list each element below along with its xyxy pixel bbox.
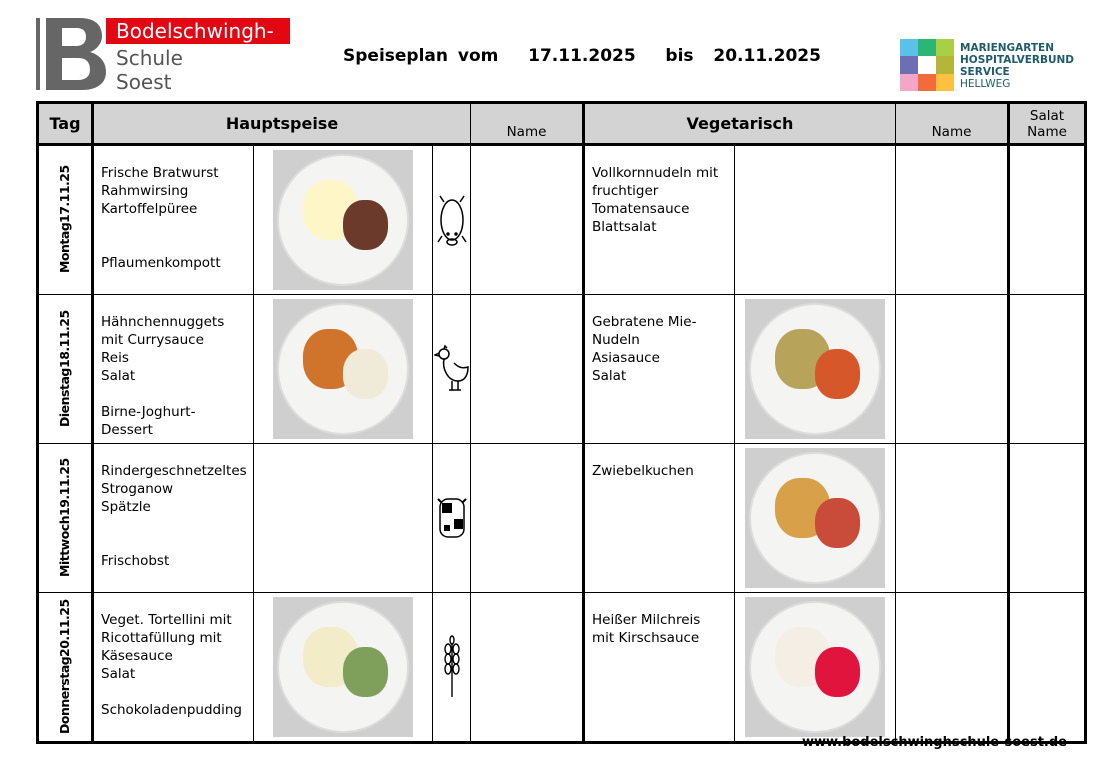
pig-icon <box>433 146 470 293</box>
school-name-line2: Schule <box>116 46 183 70</box>
main-dish-text: Frische Bratwurst Rahmwirsing Kartoffelp… <box>101 165 221 271</box>
day-name: Dienstag <box>57 367 72 427</box>
partner-line: MARIENGARTEN <box>960 42 1055 54</box>
main-dish-text: Veget. Tortellini mit Ricottafüllung mit… <box>101 612 242 718</box>
header-main-name: Name <box>470 101 584 146</box>
food-photo <box>273 597 413 737</box>
day-label: Mittwoch 19.11.25 <box>57 444 72 591</box>
header-veg: Vegetarisch <box>582 101 896 146</box>
partner-logo-text: MARIENGARTEN HOSPITALVERBUND SERVICE HEL… <box>960 42 1074 90</box>
veg-dish-text: Gebratene Mie- Nudeln Asiasauce Salat <box>592 314 697 384</box>
main-name-cell[interactable] <box>470 294 584 444</box>
school-name-line3: Soest <box>116 70 172 94</box>
veg-name-cell[interactable] <box>895 443 1009 593</box>
salad-name-cell[interactable] <box>1007 592 1086 743</box>
header-salad-name: Salat Name <box>1007 101 1086 146</box>
partner-line: HOSPITALVERBUND <box>960 54 1075 66</box>
main-name-cell[interactable] <box>470 443 584 593</box>
veg-dish-text: Vollkornnudeln mit fruchtiger Tomatensau… <box>592 165 719 235</box>
food-photo <box>273 299 413 439</box>
cow-icon <box>433 444 470 591</box>
day-date: 18.11.25 <box>57 310 72 368</box>
food-photo <box>745 448 885 588</box>
food-photo <box>745 597 885 737</box>
main-name-cell[interactable] <box>470 592 584 743</box>
partner-line: HELLWEG <box>960 78 1011 90</box>
day-date: 17.11.25 <box>57 165 72 224</box>
header-tag: Tag <box>37 101 93 146</box>
veg-dish-text: Zwiebelkuchen <box>592 463 694 479</box>
day-row: Mittwoch 19.11.25 Rindergeschnetzeltes St… <box>37 443 1086 593</box>
header-main: Hauptspeise <box>91 101 471 146</box>
page-title: Speiseplan vom 17.11.2025 bis 20.11.2025 <box>343 46 821 66</box>
partner-line: SERVICE <box>960 66 1010 78</box>
food-photo <box>745 299 885 439</box>
day-date: 19.11.25 <box>57 458 72 516</box>
main-dish-text: Hähnchennuggets mit Currysauce Reis Sala… <box>101 314 225 438</box>
wheat-icon <box>433 593 470 740</box>
chicken-icon <box>433 295 470 442</box>
day-row: Montag 17.11.25 Frische Bratwurst Rahmwir… <box>37 144 1086 295</box>
salad-name-cell[interactable] <box>1007 294 1086 444</box>
day-label: Donnerstag 20.11.25 <box>57 593 72 740</box>
day-row: Dienstag 18.11.25 Hähnchennuggets mit Cur… <box>37 294 1086 444</box>
day-name: Montag <box>57 223 72 274</box>
veg-dish-text: Heißer Milchreis mit Kirschsauce <box>592 612 701 646</box>
main-dish-text: Rindergeschnetzeltes Stroganow Spätzle F… <box>101 463 247 569</box>
school-name-line1: Bodelschwingh- <box>106 18 290 44</box>
food-photo <box>273 150 413 290</box>
day-name: Mittwoch <box>57 515 72 577</box>
veg-name-cell[interactable] <box>895 592 1009 743</box>
day-row: Donnerstag 20.11.25 Veget. Tortellini mit… <box>37 592 1086 743</box>
veg-name-cell[interactable] <box>895 294 1009 444</box>
salad-name-cell[interactable] <box>1007 144 1086 295</box>
website-footer[interactable]: www.bodelschwinghschule-soest.de <box>801 735 1067 750</box>
day-label: Dienstag 18.11.25 <box>57 295 72 442</box>
day-label: Montag 17.11.25 <box>57 146 72 293</box>
menu-table: Tag Hauptspeise Name Vegetarisch Name Sa… <box>36 101 1087 744</box>
veg-name-cell[interactable] <box>895 144 1009 295</box>
header-veg-name: Name <box>895 101 1009 146</box>
salad-name-cell[interactable] <box>1007 443 1086 593</box>
main-name-cell[interactable] <box>470 144 584 295</box>
day-name: Donnerstag <box>57 656 72 734</box>
partner-logo-icon <box>900 39 954 91</box>
school-logo-b <box>36 18 106 90</box>
day-date: 20.11.25 <box>57 599 72 657</box>
